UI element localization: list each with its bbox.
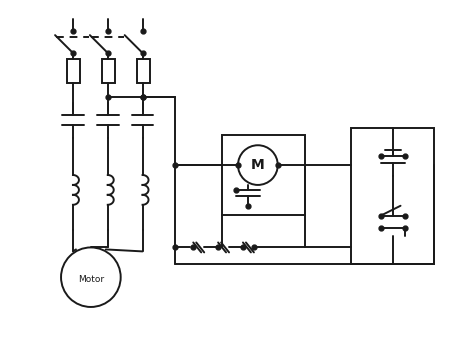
Text: Motor: Motor bbox=[78, 275, 104, 284]
Bar bbox=[222, 135, 305, 215]
Bar bbox=[102, 59, 115, 83]
Bar bbox=[137, 59, 149, 83]
Text: M: M bbox=[251, 158, 265, 172]
Bar bbox=[351, 128, 434, 264]
Bar bbox=[67, 59, 80, 83]
